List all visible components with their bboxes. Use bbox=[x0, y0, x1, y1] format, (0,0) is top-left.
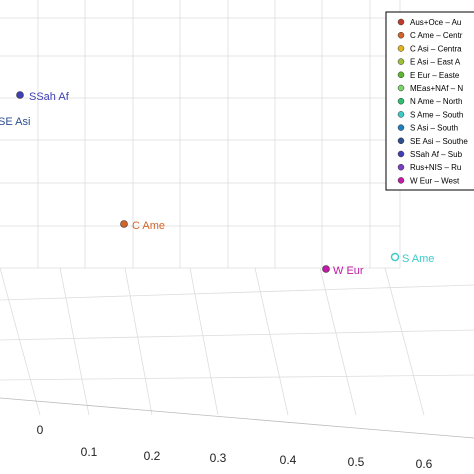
x-tick-label-6: 0.6 bbox=[416, 457, 433, 471]
x-tick-label-4: 0.4 bbox=[280, 453, 297, 467]
grid-floor-h-1 bbox=[0, 329, 474, 341]
x-tick-labels: 0 0.1 0.2 0.3 0.4 0.5 0.6 bbox=[37, 423, 433, 471]
point-marker-3 bbox=[322, 265, 330, 273]
x-tick-label-2: 0.2 bbox=[144, 449, 161, 463]
x-tick-label-5: 0.5 bbox=[348, 455, 365, 469]
point-marker-0 bbox=[16, 91, 24, 99]
legend-marker-4 bbox=[397, 71, 405, 79]
legend-entry-5: MEas+NAf – N bbox=[410, 84, 463, 93]
legend-entry-3: E Asi – East A bbox=[410, 58, 461, 67]
legend-entry-12: W Eur – West bbox=[410, 176, 460, 185]
legend-marker-0 bbox=[397, 18, 405, 26]
point-marker-4 bbox=[390, 252, 400, 262]
point-label-4: S Ame bbox=[402, 253, 434, 265]
legend-marker-6 bbox=[397, 97, 405, 105]
legend-entry-9: SE Asi – Southe bbox=[410, 137, 468, 146]
legend-entry-7: S Ame – South bbox=[410, 110, 463, 119]
legend-entry-8: S Asi – South bbox=[410, 124, 458, 133]
point-marker-2 bbox=[120, 220, 128, 228]
legend-marker-7 bbox=[397, 111, 405, 118]
legend-marker-9 bbox=[397, 137, 405, 145]
legend-entry-10: SSah Af – Sub bbox=[410, 150, 463, 159]
legend-marker-3 bbox=[397, 58, 405, 65]
legend-marker-12 bbox=[397, 177, 405, 184]
x-tick-label-1: 0.1 bbox=[81, 445, 98, 459]
grid-floor-line-0 bbox=[0, 267, 41, 416]
grid-lines bbox=[0, 0, 474, 439]
legend-marker-11 bbox=[397, 163, 405, 171]
legend-entry-1: C Ame – Centr bbox=[410, 31, 463, 40]
point-label-2: C Ame bbox=[132, 220, 165, 232]
x-tick-label-0: 0 bbox=[37, 423, 44, 437]
grid-floor-line-3 bbox=[189, 267, 219, 416]
legend-entry-0: Aus+Oce – Au bbox=[410, 18, 461, 27]
x-axis-line bbox=[0, 397, 474, 439]
grid-floor-line-6 bbox=[384, 267, 425, 416]
legend-marker-5 bbox=[397, 84, 405, 92]
grid-floor-h-2 bbox=[0, 374, 474, 381]
legend-entry-4: E Eur – Easte bbox=[410, 71, 460, 80]
grid-floor-h-0 bbox=[0, 284, 474, 301]
data-points: SSah Af SE Asi C Ame W Eur S Ame bbox=[0, 91, 434, 277]
grid-floor-line-4 bbox=[254, 267, 289, 416]
grid-floor-line-1 bbox=[59, 267, 90, 416]
x-tick-label-3: 0.3 bbox=[210, 451, 227, 465]
legend: Aus+Oce – Au C Ame – Centr C Asi – Centra E… bbox=[385, 11, 474, 191]
legend-marker-8 bbox=[397, 124, 405, 131]
point-label-3: W Eur bbox=[333, 265, 364, 277]
legend-entry-2: C Asi – Centra bbox=[410, 44, 462, 53]
grid-floor-line-5 bbox=[319, 267, 357, 416]
grid-floor-line-2 bbox=[124, 267, 153, 416]
legend-marker-10 bbox=[397, 150, 405, 158]
legend-marker-1 bbox=[397, 31, 405, 39]
point-label-1: SE Asi bbox=[0, 116, 30, 128]
legend-entry-11: Rus+NIS – Ru bbox=[410, 163, 461, 172]
legend-marker-2 bbox=[397, 45, 405, 52]
point-label-0: SSah Af bbox=[29, 91, 70, 103]
legend-entry-6: N Ame – North bbox=[410, 97, 462, 106]
